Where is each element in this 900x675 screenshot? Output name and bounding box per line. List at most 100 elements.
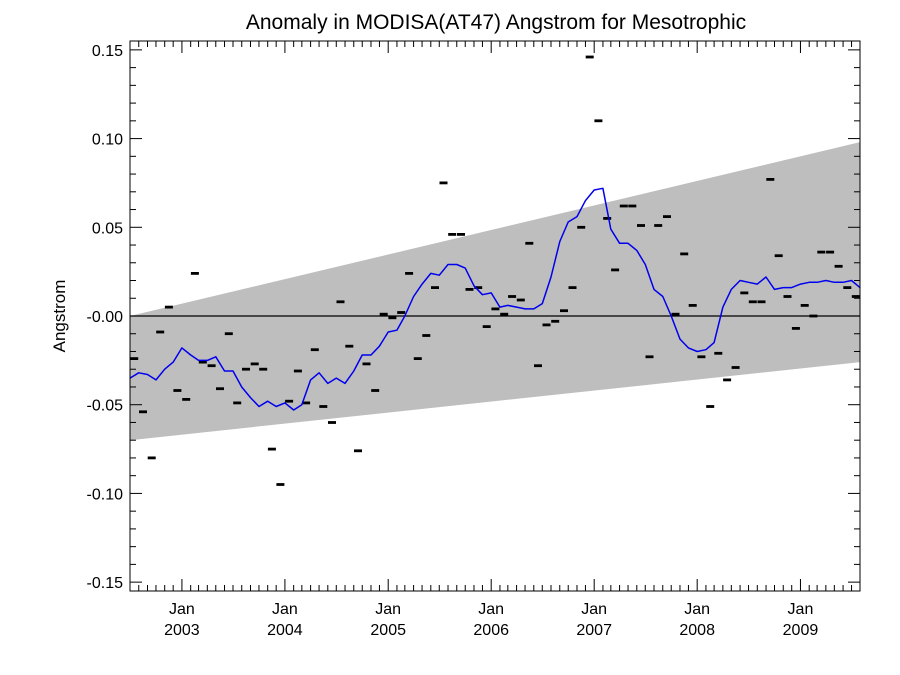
data-point (800, 304, 809, 307)
data-point (680, 252, 689, 256)
x-tick-label-year: 2006 (473, 622, 509, 639)
data-point (834, 264, 843, 268)
data-point (293, 369, 302, 373)
data-point (482, 325, 491, 328)
data-point (740, 291, 749, 295)
x-tick-label-month: Jan (581, 601, 607, 618)
data-point (233, 401, 242, 405)
data-point (147, 456, 156, 460)
data-point (731, 366, 740, 369)
data-point (388, 316, 397, 320)
data-point (457, 233, 465, 236)
data-point (706, 405, 715, 408)
y-tick-label: -0.05 (87, 398, 124, 415)
data-point (594, 119, 603, 123)
data-point (405, 272, 414, 275)
y-tick-label: 0.15 (92, 43, 123, 60)
data-point (817, 250, 826, 254)
data-point (182, 398, 191, 401)
data-point (663, 215, 671, 218)
y-tick-label: 0.10 (92, 132, 123, 149)
data-point (190, 272, 199, 275)
x-tick-label-year: 2009 (783, 622, 819, 639)
data-point (688, 304, 697, 307)
data-point (448, 233, 457, 236)
data-point (397, 311, 406, 314)
data-point (259, 367, 268, 371)
data-point (439, 181, 448, 185)
data-point (611, 268, 620, 272)
data-point (645, 355, 654, 359)
data-point (551, 319, 560, 323)
data-point (491, 307, 500, 311)
data-point (560, 309, 568, 313)
data-point (267, 447, 276, 451)
data-point (422, 334, 431, 337)
data-point (516, 298, 525, 302)
data-point (285, 399, 294, 403)
x-tick-label-month: Jan (788, 601, 814, 618)
data-point (465, 288, 474, 291)
y-axis-label: Angstrom (50, 280, 69, 353)
data-point (242, 367, 250, 371)
data-point (336, 300, 345, 304)
data-point (577, 225, 586, 229)
data-point (774, 254, 783, 258)
data-point (766, 178, 775, 181)
data-point (250, 362, 259, 366)
data-point (534, 364, 542, 368)
data-point (568, 286, 577, 289)
confidence-band (130, 142, 860, 441)
data-point (851, 295, 860, 298)
data-point (843, 286, 852, 289)
data-point (500, 312, 509, 316)
data-point (224, 332, 233, 336)
data-point (826, 250, 835, 254)
data-point (791, 327, 800, 330)
data-point (603, 217, 612, 220)
data-point (525, 241, 534, 245)
data-point (809, 314, 818, 318)
x-tick-label-month: Jan (272, 601, 298, 618)
data-point (216, 387, 224, 391)
data-point (130, 357, 139, 360)
data-point (198, 360, 207, 364)
data-point (413, 357, 422, 360)
data-point (585, 55, 594, 59)
data-point (354, 449, 362, 453)
data-point (697, 355, 706, 359)
data-point (379, 312, 388, 316)
data-point (431, 286, 439, 289)
x-tick-label-year: 2003 (164, 622, 200, 639)
series-line (130, 187, 860, 411)
data-point (714, 351, 723, 355)
y-tick-label: -0.10 (87, 486, 124, 503)
data-point (671, 312, 680, 316)
data-point (328, 421, 336, 424)
x-tick-label-year: 2007 (576, 622, 612, 639)
data-point (542, 323, 551, 327)
data-point (302, 401, 311, 405)
x-tick-label-month: Jan (375, 601, 401, 618)
x-tick-label-month: Jan (684, 601, 710, 618)
plot-area: 0.15 0.10 0.05 -0.00 -0.05 -0.10 -0.15 Jan 2003 J… (87, 40, 861, 639)
data-point (783, 295, 792, 298)
data-point (654, 224, 663, 227)
x-tick-label-year: 2008 (679, 622, 715, 639)
data-point (362, 362, 371, 366)
data-point (207, 364, 216, 368)
y-tick-label: 0.05 (92, 220, 123, 237)
x-tick-label-month: Jan (169, 601, 195, 618)
data-point (637, 224, 645, 227)
data-point (156, 330, 165, 334)
y-tick-label: -0.15 (87, 575, 124, 592)
data-point (345, 344, 354, 348)
data-point (164, 305, 173, 309)
data-point (619, 204, 628, 208)
data-point (276, 483, 285, 486)
data-point (723, 378, 732, 382)
chart-title: Anomaly in MODISA(AT47) Angstrom for Mes… (246, 11, 746, 34)
data-point (173, 389, 182, 392)
data-layer (130, 55, 860, 486)
